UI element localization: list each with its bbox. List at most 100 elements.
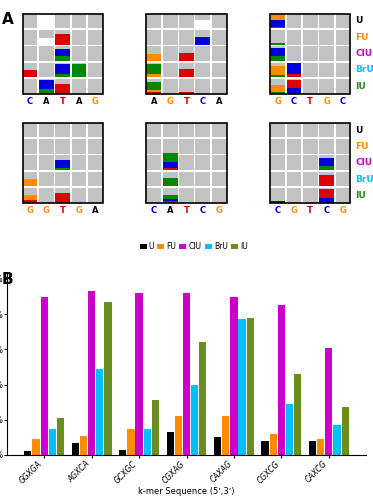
Bar: [88, 172, 103, 186]
Bar: [163, 202, 178, 203]
Bar: [146, 122, 161, 138]
Bar: [55, 14, 70, 28]
Bar: [146, 54, 161, 61]
Bar: [303, 188, 318, 203]
Bar: [88, 46, 103, 61]
Text: A: A: [216, 98, 222, 106]
Bar: [41, 296, 48, 455]
Text: G: G: [26, 206, 34, 216]
Bar: [270, 75, 285, 78]
Bar: [319, 158, 334, 166]
Bar: [146, 74, 161, 78]
Text: FU: FU: [355, 142, 369, 151]
Bar: [199, 342, 206, 455]
Bar: [286, 404, 293, 455]
Bar: [319, 188, 334, 203]
Bar: [88, 188, 103, 203]
Bar: [146, 188, 161, 203]
Bar: [23, 14, 37, 28]
Bar: [163, 122, 178, 138]
Bar: [317, 439, 324, 455]
Bar: [163, 139, 178, 154]
Bar: [163, 46, 178, 61]
Bar: [270, 201, 285, 203]
Bar: [270, 46, 285, 61]
Bar: [39, 46, 54, 61]
Bar: [270, 66, 285, 75]
Bar: [319, 62, 334, 78]
Text: T: T: [307, 206, 313, 216]
Text: C: C: [200, 98, 206, 106]
Bar: [319, 155, 334, 170]
Bar: [303, 139, 318, 154]
Bar: [163, 79, 178, 94]
Bar: [72, 172, 87, 186]
Bar: [146, 64, 161, 74]
Bar: [152, 400, 159, 455]
Bar: [104, 302, 112, 455]
Bar: [179, 172, 194, 186]
Bar: [55, 193, 70, 203]
Legend: U, FU, ClU, BrU, IU: U, FU, ClU, BrU, IU: [137, 239, 251, 254]
Bar: [319, 122, 334, 138]
Text: T: T: [60, 98, 66, 106]
Bar: [23, 70, 37, 78]
Text: T: T: [184, 206, 189, 216]
Text: U: U: [355, 16, 363, 26]
Bar: [286, 62, 301, 78]
Bar: [72, 64, 87, 78]
Bar: [286, 74, 301, 78]
Bar: [212, 188, 227, 203]
Bar: [146, 62, 161, 78]
Bar: [286, 80, 301, 88]
Text: A: A: [167, 206, 173, 216]
Bar: [23, 139, 37, 154]
Bar: [179, 188, 194, 203]
Bar: [195, 14, 210, 28]
Bar: [325, 348, 332, 455]
Text: G: G: [216, 206, 223, 216]
Bar: [179, 14, 194, 28]
Bar: [336, 30, 350, 45]
Text: C: C: [27, 98, 33, 106]
Text: G: G: [92, 98, 99, 106]
Text: C: C: [275, 206, 280, 216]
Text: A: A: [43, 98, 50, 106]
Bar: [23, 195, 37, 200]
Text: IU: IU: [355, 191, 366, 200]
Bar: [336, 79, 350, 94]
Text: ClU: ClU: [355, 158, 372, 167]
Bar: [163, 178, 178, 186]
Bar: [286, 155, 301, 170]
Bar: [72, 122, 87, 138]
Text: A: A: [92, 206, 98, 216]
Text: IU: IU: [355, 82, 366, 91]
Text: C: C: [151, 206, 157, 216]
Bar: [23, 46, 37, 61]
Bar: [270, 56, 285, 61]
Bar: [146, 82, 161, 90]
Text: T: T: [60, 206, 66, 216]
Bar: [270, 139, 285, 154]
Bar: [39, 14, 54, 28]
Bar: [270, 14, 285, 28]
Bar: [23, 188, 37, 203]
Bar: [319, 198, 334, 203]
Bar: [212, 46, 227, 61]
Bar: [247, 318, 254, 455]
Text: C: C: [291, 98, 297, 106]
Bar: [55, 56, 70, 61]
Bar: [195, 139, 210, 154]
Bar: [270, 172, 285, 186]
Bar: [270, 42, 285, 45]
Bar: [55, 172, 70, 186]
Bar: [23, 202, 37, 203]
Bar: [270, 92, 285, 94]
Bar: [55, 160, 70, 168]
Bar: [286, 30, 301, 45]
Bar: [270, 122, 285, 138]
Text: G: G: [43, 206, 50, 216]
Bar: [212, 139, 227, 154]
Bar: [319, 172, 334, 186]
Text: T: T: [307, 98, 313, 106]
